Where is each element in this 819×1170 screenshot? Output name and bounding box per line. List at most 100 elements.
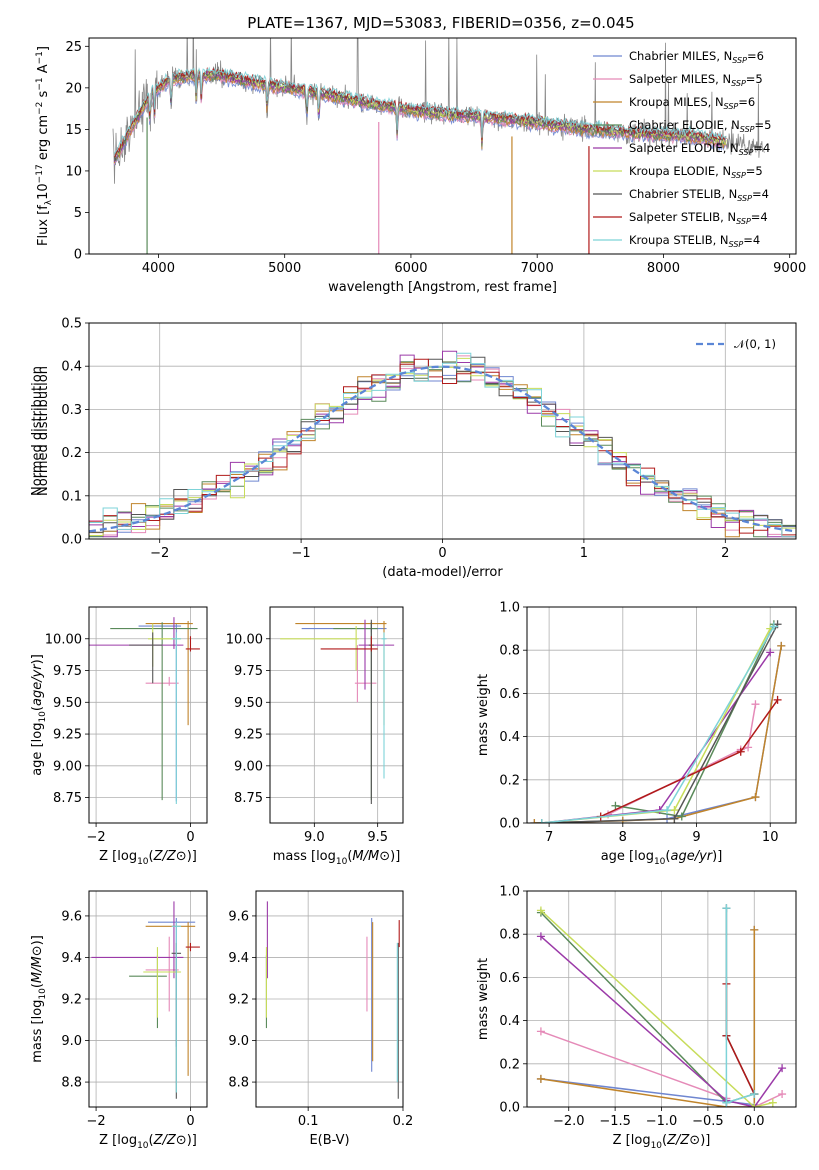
weight-marker	[722, 1098, 731, 1107]
x-tick-label: 7000	[521, 261, 554, 276]
x-axis-label-italic: M/M⊙	[352, 849, 390, 864]
y-tick-label: 9.00	[53, 759, 82, 774]
weight-marker	[773, 695, 782, 704]
weight-marker	[536, 932, 545, 941]
x-axis-label-sub: 10	[137, 857, 149, 867]
weight-line	[541, 628, 771, 823]
weight-marker	[611, 801, 620, 810]
weight-marker	[744, 743, 753, 752]
weight-marker	[750, 925, 759, 934]
legend-sub: SSP	[731, 79, 746, 88]
weight-line	[540, 929, 756, 1107]
figure-title: PLATE=1367, MJD=53083, FIBERID=0356, z=0…	[247, 14, 634, 32]
weight-line	[607, 704, 757, 816]
x-tick-label: 10	[762, 830, 779, 845]
y-tick-label: 0.8	[499, 928, 520, 943]
weight-marker	[778, 1064, 787, 1073]
y-tick-label: 9.0	[228, 1034, 249, 1049]
y-tick-label: 9.50	[234, 696, 263, 711]
weight-line	[534, 645, 783, 823]
y-axis-label-part: )]	[30, 935, 45, 945]
weight-marker	[736, 747, 745, 756]
y-tick-label: 0.4	[499, 1014, 520, 1029]
legend-entry: Salpeter ELODIE, NSSP=4	[629, 141, 770, 157]
y-tick-label: 0.2	[499, 1057, 520, 1072]
y-axis-label: Normed distribution	[36, 366, 51, 496]
weight-line	[541, 623, 779, 823]
residual-histogram	[89, 352, 796, 538]
x-axis-label-part: (	[665, 849, 670, 864]
x-tick-label: −0.5	[692, 1114, 724, 1129]
legend-entry: Chabrier MILES, NSSP=6	[629, 49, 764, 65]
x-axis-label-italic: Z/Z⊙	[153, 849, 187, 864]
y-label-part: A	[36, 64, 51, 77]
weight-marker	[670, 814, 679, 823]
y-tick-label: 0.3	[61, 403, 82, 418]
axes-frame	[88, 890, 208, 1108]
weight-line	[534, 645, 783, 823]
y-axis-label: Flux [fλ10−17 erg cm−2 s−1 A−1]	[35, 46, 54, 246]
y-tick-label: 10	[65, 164, 82, 179]
legend-label: =4	[753, 141, 770, 155]
y-axis-label-part: )]	[30, 654, 45, 664]
plot-area	[530, 620, 786, 823]
legend-label: Kroupa STELIB, N	[629, 233, 729, 247]
weight-line	[541, 626, 775, 823]
y-tick-label: 20	[65, 81, 82, 96]
legend-label: Chabrier ELODIE, N	[629, 118, 740, 132]
weight-marker	[751, 793, 760, 802]
y-tick-label: 0.4	[499, 730, 520, 745]
weight-line	[540, 1030, 783, 1107]
y-tick-label: 8.8	[61, 1076, 82, 1091]
y-tick-label: 0.1	[61, 489, 82, 504]
y-tick-label: 1.0	[499, 885, 520, 900]
legend-label: Kroupa MILES, N	[629, 95, 724, 109]
y-tick-label: 0.0	[61, 533, 82, 548]
y-tick-label: 9.50	[53, 696, 82, 711]
x-tick-label: 1	[580, 546, 588, 561]
x-tick-label: 0.1	[298, 1114, 319, 1129]
y-tick-label: 15	[65, 123, 82, 138]
plot-area	[265, 901, 400, 1099]
y-tick-label: 0	[74, 248, 82, 263]
weight-marker	[670, 806, 679, 815]
x-axis-label-part: (	[149, 849, 154, 864]
x-tick-label: −2	[86, 1114, 105, 1129]
x-tick-label: 0.0	[744, 1114, 765, 1129]
x-axis-label-part: (	[149, 1133, 154, 1148]
y-axis-label: mass [log10(M/M⊙)]	[30, 935, 48, 1063]
x-axis-label-part: mass [log	[273, 849, 336, 864]
x-tick-label: 2	[721, 546, 729, 561]
y-tick-label: 9.4	[61, 951, 82, 966]
plot-area	[112, 38, 765, 254]
x-tick-label: 8	[619, 830, 627, 845]
x-axis-label: wavelength [Angstrom, rest frame]	[328, 280, 557, 295]
legend-label: =5	[755, 118, 772, 132]
weight-line	[725, 908, 755, 1104]
legend-label: Chabrier MILES, N	[629, 49, 732, 63]
x-tick-label: −2.0	[553, 1114, 585, 1129]
x-tick-label: 0	[186, 830, 194, 845]
weight-line	[540, 912, 755, 1104]
axes-frame	[526, 890, 797, 1108]
x-axis-label-italic: age/yr	[670, 849, 713, 864]
panel-residuals: −2 −1 0 1 2 0.0 0.1 0.2 0.3 0.4 0.5 (data-model)/er…	[30, 317, 797, 580]
legend-entry: Kroupa MILES, NSSP=6	[629, 95, 755, 111]
y-tick-label: 10.00	[226, 632, 263, 647]
y-axis-label-part: age [log	[30, 723, 45, 776]
weight-marker	[663, 806, 672, 815]
x-axis-label-part: (	[662, 1133, 667, 1148]
y-axis-label-italic: M/M⊙	[30, 945, 45, 983]
y-tick-label: 25	[65, 40, 82, 55]
y-axis-label: age [log10(age/yr)]	[30, 654, 48, 776]
weight-line	[540, 929, 756, 1106]
weight-marker	[750, 1103, 759, 1107]
legend-sub: SSP	[739, 148, 754, 157]
weight-line	[615, 623, 775, 818]
weight-marker	[536, 906, 545, 915]
y-tick-label: 8.8	[228, 1076, 249, 1091]
y-label-part: ]	[36, 46, 51, 51]
legend-entry: Chabrier ELODIE, NSSP=5	[629, 118, 771, 134]
y-label-sup: −17	[35, 164, 45, 183]
